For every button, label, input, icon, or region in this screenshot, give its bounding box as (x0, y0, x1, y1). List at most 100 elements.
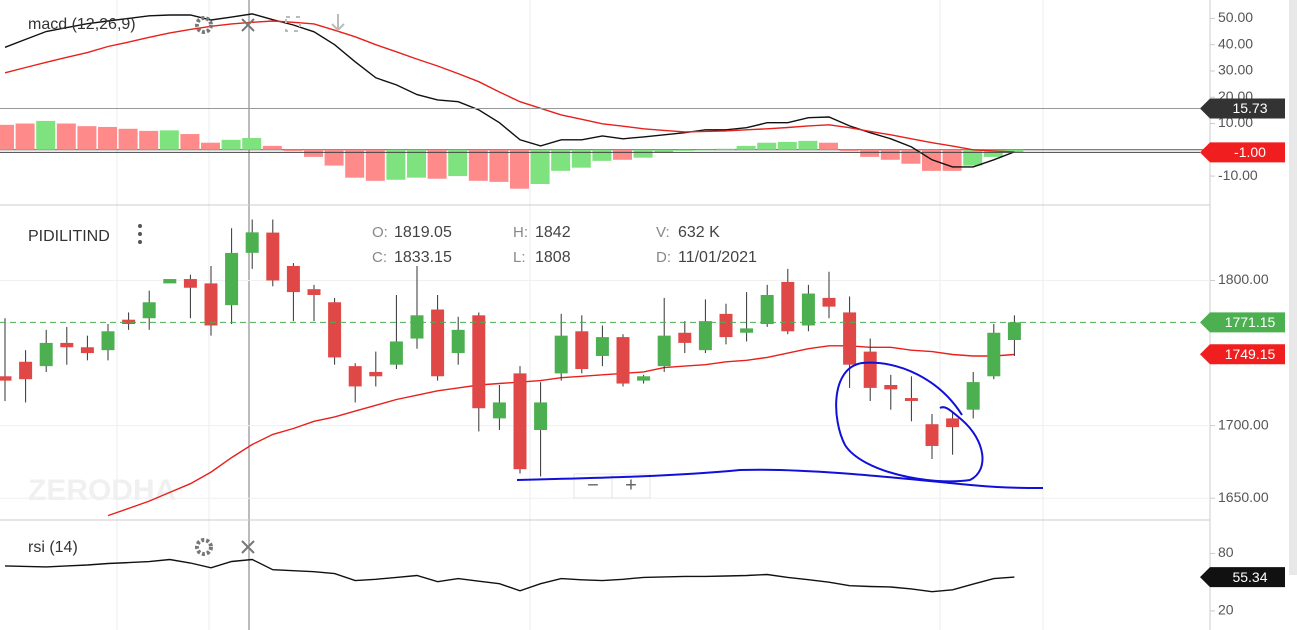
candle-body (678, 332, 692, 343)
histogram-bar (716, 148, 735, 150)
candle-body (987, 332, 1001, 377)
histogram-bar (510, 149, 529, 189)
y-tick-label: 50.00 (1218, 9, 1253, 25)
symbol-title: PIDILITIND (28, 228, 110, 245)
histogram-bar (942, 149, 962, 171)
candle-body (822, 297, 836, 307)
legend-key: L: (513, 249, 526, 266)
maximize-icon[interactable] (285, 16, 301, 32)
histogram-bar (633, 149, 653, 158)
histogram-bar (304, 149, 323, 157)
value-tag (1200, 98, 1285, 119)
symbol-menu[interactable] (138, 224, 142, 244)
candle-body (328, 302, 342, 358)
histogram-bar (551, 149, 571, 171)
candle-body (925, 424, 939, 446)
histogram-bar (798, 140, 818, 150)
histogram-bar (365, 149, 385, 181)
candle-body (183, 279, 197, 288)
histogram-bar (736, 145, 756, 150)
candle-body (142, 302, 156, 319)
histogram-bar (922, 149, 941, 171)
histogram-bar (592, 149, 612, 161)
rsi-title: rsi (14) (28, 539, 78, 556)
macd-icons (195, 14, 345, 34)
indicator-line (4, 558, 1015, 593)
indicator-line (4, 20, 1015, 153)
candle-body (225, 252, 239, 306)
value-tag (1200, 312, 1285, 333)
candle-body (204, 283, 218, 326)
histogram-bar (15, 123, 35, 150)
histogram-bar (448, 149, 468, 177)
scrollbar[interactable] (1289, 0, 1297, 575)
legend-value: 1842 (535, 224, 571, 241)
y-tick-label: 1700.00 (1218, 416, 1269, 432)
value-tag-label: 15.73 (1232, 100, 1267, 116)
candle-body (369, 371, 383, 377)
candle-body (80, 347, 94, 354)
candle-body (1007, 322, 1021, 340)
candle-body (60, 342, 74, 348)
zoom-in[interactable]: + (625, 474, 637, 496)
candle-body (451, 329, 465, 354)
legend-value: 1819.05 (394, 224, 452, 241)
candle-body (863, 351, 877, 388)
candle-body (781, 281, 795, 332)
watermark: ZERODHA (28, 474, 176, 507)
histogram-bar (118, 128, 138, 150)
y-tick-label: -10.00 (1218, 167, 1258, 183)
histogram-bar (757, 142, 777, 150)
y-tick-label: 1650.00 (1218, 489, 1269, 505)
plot-layer: -10.0010.0020.0030.0040.0050.0015.73-1.0… (0, 9, 1285, 618)
histogram-bar (1004, 149, 1024, 153)
histogram-bar (262, 145, 282, 150)
candle-body (348, 366, 362, 387)
close-icon[interactable] (241, 18, 255, 32)
circle-drawing (835, 361, 984, 483)
candle-body (904, 398, 918, 401)
candle-body (595, 337, 609, 356)
candle-body (286, 265, 300, 293)
settings-icon[interactable] (195, 16, 213, 34)
histogram-bar (201, 142, 220, 150)
candle-body (637, 376, 651, 381)
move-down-icon[interactable] (331, 14, 345, 32)
histogram-bar (674, 149, 694, 151)
candle-body (884, 385, 898, 390)
histogram-bar (139, 130, 159, 150)
histogram-bar (489, 149, 509, 182)
histogram-bar (819, 142, 838, 150)
candle-body (698, 321, 712, 351)
histogram-bar (654, 149, 674, 153)
candle-body (513, 373, 527, 470)
legend-key: H: (513, 224, 528, 241)
macd-title: macd (12,26,9) (28, 16, 136, 33)
zoom-out[interactable]: − (587, 474, 599, 496)
candle-body (163, 279, 177, 284)
candle-body (760, 295, 774, 325)
rsi-icons (195, 538, 255, 556)
support-line-drawing (516, 468, 1044, 489)
menu-dot (138, 224, 142, 228)
menu-dot (138, 240, 142, 244)
histogram-bar (613, 149, 632, 160)
histogram-bar (0, 124, 14, 150)
candle-body (0, 376, 12, 381)
histogram-bar (839, 149, 859, 152)
candle-body (492, 402, 506, 419)
close-icon[interactable] (241, 540, 255, 554)
histogram-bar (983, 149, 1003, 157)
legend-key: O: (372, 224, 388, 241)
value-tag (1200, 344, 1285, 365)
candle-body (389, 341, 403, 365)
legend-key: D: (656, 249, 671, 266)
legend-key: C: (372, 249, 387, 266)
settings-icon[interactable] (195, 538, 213, 556)
histogram-bar (159, 130, 179, 150)
histogram-bar (283, 149, 303, 152)
histogram-bar (56, 123, 76, 150)
candle-body (431, 309, 445, 377)
candle-body (122, 319, 136, 325)
